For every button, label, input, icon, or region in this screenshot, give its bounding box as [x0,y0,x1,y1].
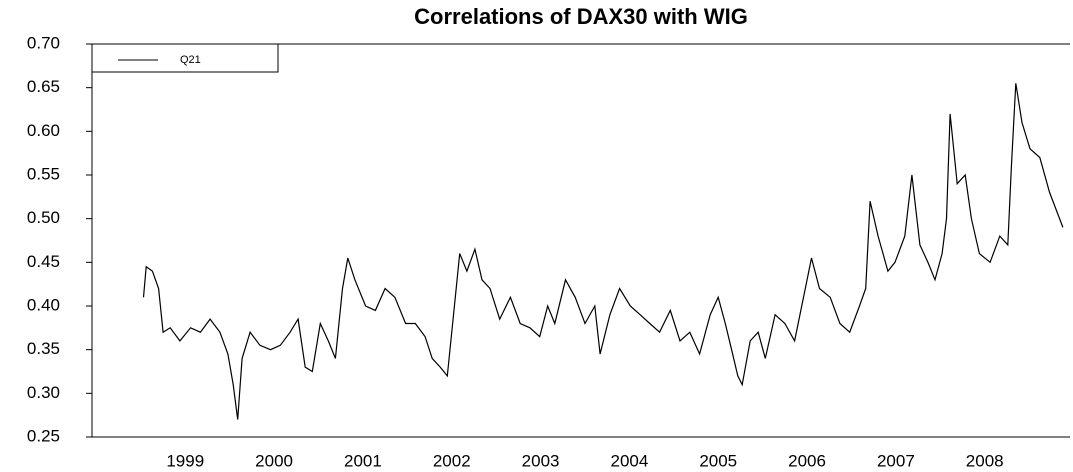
x-tick-label: 2008 [966,451,1004,470]
chart-title: Correlations of DAX30 with WIG [414,4,748,29]
y-tick-label: 0.45 [27,252,60,271]
y-tick-label: 0.60 [27,121,60,140]
x-tick-label: 2004 [610,451,648,470]
legend-label: Q21 [180,54,201,66]
y-tick-label: 0.70 [27,33,60,52]
y-tick-label: 0.30 [27,383,60,402]
y-tick-label: 0.55 [27,164,60,183]
x-tick-label: 2001 [344,451,382,470]
x-tick-label: 2000 [255,451,293,470]
x-tick-label: 2007 [877,451,915,470]
x-tick-label: 1999 [166,451,204,470]
y-tick-label: 0.65 [27,77,60,96]
legend-box [91,43,279,73]
x-tick-label: 2006 [788,451,826,470]
y-tick-label: 0.40 [27,295,60,314]
x-tick-label: 2005 [699,451,737,470]
y-tick-label: 0.50 [27,208,60,227]
y-tick-label: 0.35 [27,339,60,358]
x-tick-label: 2003 [522,451,560,470]
x-tick-label: 2002 [433,451,471,470]
y-tick-label: 0.25 [27,426,60,445]
data-line [142,83,1064,420]
